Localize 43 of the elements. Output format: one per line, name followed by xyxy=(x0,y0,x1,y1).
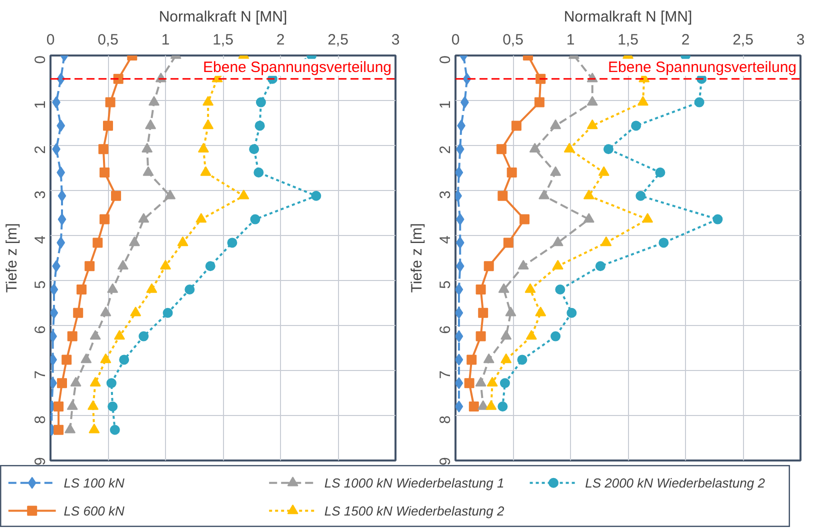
ref-line-label: Ebene Spannungsverteilung xyxy=(203,58,392,76)
x-tick-label: 3 xyxy=(796,32,805,48)
y-axis-title: Tiefe z [m] xyxy=(4,223,20,293)
y-tick-label: 7 xyxy=(437,370,454,379)
y-tick-label: 1 xyxy=(437,100,454,109)
y-axis-title: Tiefe z [m] xyxy=(408,223,426,293)
x-tick-label: 2 xyxy=(681,32,690,48)
y-tick-label: 0 xyxy=(32,56,49,64)
x-tick-label: 1 xyxy=(566,32,575,48)
y-tick-label: 7 xyxy=(32,370,49,379)
x-tick-label: 0,5 xyxy=(502,32,524,48)
legend-label: LS 1500 kN Wiederbelastung 2 xyxy=(324,503,505,518)
y-tick-label: 1 xyxy=(32,100,49,109)
x-tick-label: 0,5 xyxy=(98,32,118,48)
y-tick-label: 8 xyxy=(437,416,454,424)
y-tick-label: 2 xyxy=(32,146,49,154)
y-tick-label: 6 xyxy=(32,326,49,334)
x-tick-label: 1,5 xyxy=(618,32,638,48)
x-tick-label: 1,5 xyxy=(212,32,234,48)
y-tick-label: 0 xyxy=(437,56,454,64)
x-tick-label: 3 xyxy=(391,32,400,48)
y-tick-label: 8 xyxy=(32,416,49,424)
y-tick-label: 3 xyxy=(32,190,49,199)
y-tick-label: 2 xyxy=(437,146,454,154)
legend-label: LS 1000 kN Wiederbelastung 1 xyxy=(324,475,504,490)
y-tick-label: 6 xyxy=(437,326,454,334)
y-tick-label: 5 xyxy=(437,280,454,289)
x-axis-title: Normalkraft N [MN] xyxy=(564,8,692,26)
x-tick-label: 1 xyxy=(161,32,170,48)
y-tick-label: 9 xyxy=(32,457,49,466)
legend-label: LS 600 kN xyxy=(64,503,126,518)
legend-label: LS 100 kN xyxy=(64,475,126,490)
ref-line-label: Ebene Spannungsverteilung xyxy=(608,58,797,76)
y-tick-label: 9 xyxy=(437,457,454,466)
x-tick-label: 2,5 xyxy=(328,32,348,48)
y-tick-label: 4 xyxy=(437,236,454,244)
x-tick-label: 2 xyxy=(276,32,285,48)
x-tick-label: 2,5 xyxy=(732,32,754,48)
y-tick-label: 4 xyxy=(32,236,49,244)
y-tick-label: 3 xyxy=(437,190,454,199)
y-tick-label: 5 xyxy=(32,280,49,289)
legend-label: LS 2000 kN Wiederbelastung 2 xyxy=(585,475,766,490)
x-axis-title: Normalkraft N [MN] xyxy=(158,8,288,26)
